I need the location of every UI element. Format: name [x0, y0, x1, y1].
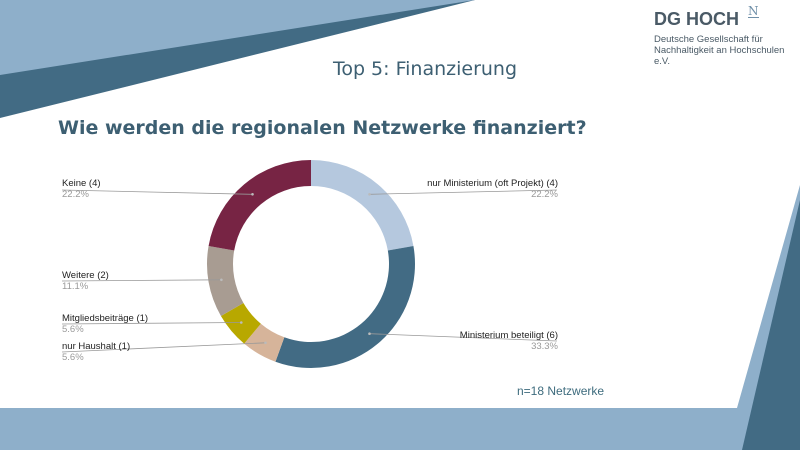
leader-line: [61, 189, 253, 195]
leader-line: [61, 342, 266, 353]
leader-dot: [239, 321, 243, 324]
logo-superscript: N: [748, 4, 759, 18]
sample-size-note: n=18 Netzwerke: [517, 384, 605, 398]
leader-dot: [368, 192, 371, 196]
right-dark-stripe: [742, 200, 800, 450]
donut-slice: [275, 245, 415, 368]
leader-line: [61, 322, 242, 325]
slice-label-3: Mitgliedsbeiträge (1) 5.6%: [62, 313, 148, 335]
slice-label-text: Keine (4): [62, 178, 101, 189]
slice-label-text: Ministerium beteiligt (6): [459, 330, 558, 341]
leader-line: [61, 279, 222, 282]
donut-slice: [208, 160, 311, 251]
leader-dot: [264, 341, 267, 345]
donut-slice: [311, 160, 414, 251]
slice-label-1: Ministerium beteiligt (6) 33.3%: [460, 330, 558, 352]
slice-label-0: nur Ministerium (oft Projekt) (4) 22.2%: [427, 178, 558, 200]
slice-label-4: Weitere (2) 11.1%: [62, 270, 109, 292]
slice-label-text: nur Ministerium (oft Projekt) (4): [427, 178, 558, 189]
slice-label-text: Mitgliedsbeiträge (1): [62, 313, 149, 324]
slice-percent: 22.2%: [62, 189, 89, 200]
leader-line: [369, 333, 558, 342]
slice-label-text: Weitere (2): [62, 270, 109, 281]
slice-label-5: Keine (4) 22.2%: [62, 178, 101, 200]
slice-label-text: nur Haushalt (1): [62, 341, 131, 352]
leader-line: [369, 189, 558, 195]
chart-question: Wie werden die regionalen Netzwerke fina…: [58, 117, 587, 139]
slice-percent: 33.3%: [531, 341, 558, 352]
slice-percent: 5.6%: [62, 352, 84, 363]
logo: DG HOCH: [654, 9, 739, 29]
slice-percent: 5.6%: [62, 324, 84, 335]
page-title: Top 5: Finanzierung: [332, 58, 518, 80]
slice-label-2: nur Haushalt (1) 5.6%: [62, 341, 130, 363]
leader-dot: [368, 332, 371, 336]
logo-subtitle: Deutsche Gesellschaft für Nachhaltigkeit…: [654, 34, 785, 67]
slice-percent: 11.1%: [62, 281, 89, 292]
leader-dot: [251, 192, 254, 196]
bottom-light-band: [0, 185, 800, 450]
slice-percent: 22.2%: [531, 189, 558, 200]
donut-slice: [206, 245, 244, 316]
top-light-band: [0, 0, 475, 75]
leader-dot: [220, 278, 223, 282]
